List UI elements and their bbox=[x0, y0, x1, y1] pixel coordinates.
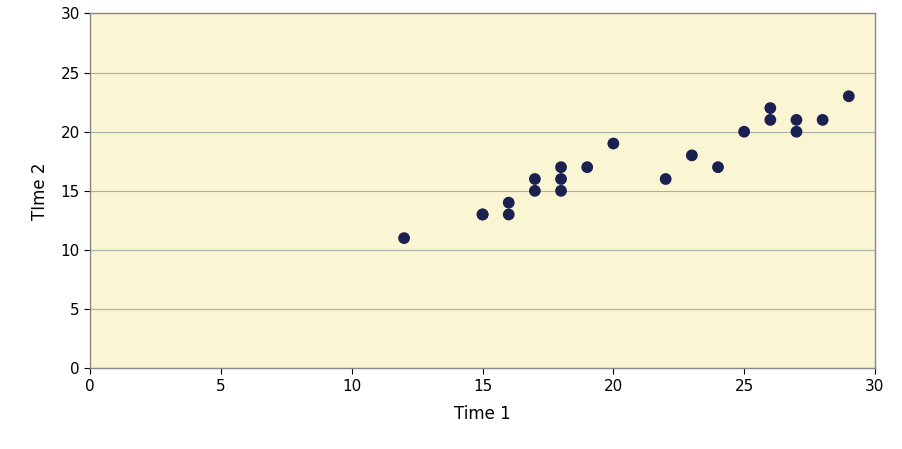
Point bbox=[606, 140, 621, 147]
Point bbox=[815, 116, 830, 123]
Point bbox=[737, 128, 751, 135]
Point bbox=[397, 234, 411, 242]
Point bbox=[502, 211, 516, 218]
Point bbox=[475, 211, 490, 218]
Point bbox=[554, 163, 568, 171]
Point bbox=[554, 176, 568, 183]
Point bbox=[475, 211, 490, 218]
Point bbox=[528, 187, 542, 194]
Point bbox=[685, 152, 699, 159]
Y-axis label: TIme 2: TIme 2 bbox=[32, 162, 50, 220]
X-axis label: Time 1: Time 1 bbox=[455, 405, 511, 423]
Point bbox=[789, 116, 804, 123]
Point bbox=[842, 92, 856, 100]
Point bbox=[789, 128, 804, 135]
Point bbox=[528, 176, 542, 183]
Point bbox=[580, 163, 594, 171]
Point bbox=[658, 176, 673, 183]
Point bbox=[554, 187, 568, 194]
Point bbox=[711, 163, 725, 171]
Point bbox=[763, 116, 778, 123]
Point bbox=[763, 105, 778, 112]
Point bbox=[502, 199, 516, 206]
